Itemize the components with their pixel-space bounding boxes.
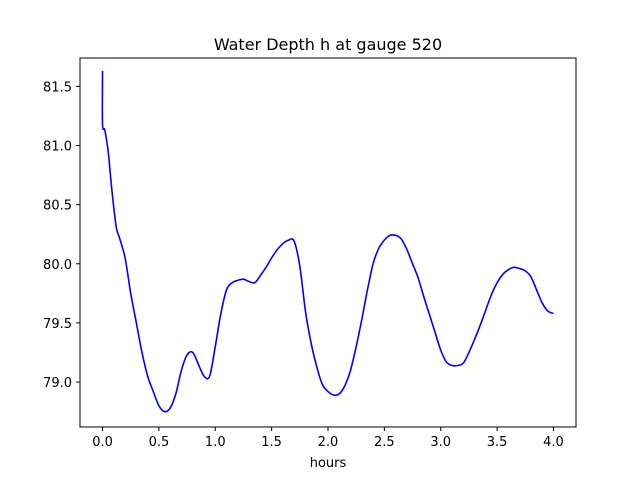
x-axis-label: hours bbox=[310, 456, 347, 471]
x-tick-label: 0.5 bbox=[149, 435, 170, 450]
y-tick-label: 79.0 bbox=[43, 376, 72, 391]
x-tick-label: 4.0 bbox=[543, 435, 564, 450]
x-tick-label: 3.0 bbox=[430, 435, 451, 450]
y-tick-label: 80.5 bbox=[43, 199, 72, 214]
series-layer bbox=[101, 71, 554, 413]
series-line bbox=[101, 71, 554, 413]
chart-title: Water Depth h at gauge 520 bbox=[214, 35, 442, 54]
x-tick-label: 3.5 bbox=[487, 435, 508, 450]
y-tick-label: 79.5 bbox=[43, 317, 72, 332]
y-tick-label: 81.5 bbox=[43, 80, 72, 95]
x-tick-label: 1.0 bbox=[205, 435, 226, 450]
plot-background bbox=[80, 58, 576, 427]
x-tick-label: 0.0 bbox=[92, 435, 113, 450]
y-tick-label: 81.0 bbox=[43, 140, 72, 155]
ticks-layer: 0.0 0.5 1.0 1.5 2.0 2.5 3.0 3.5 4.0 79.0 79.5 80.0 8… bbox=[43, 80, 564, 450]
x-tick-label: 2.0 bbox=[318, 435, 339, 450]
x-tick-label: 2.5 bbox=[374, 435, 395, 450]
y-tick-label: 80.0 bbox=[43, 258, 72, 273]
plot-frame bbox=[79, 57, 577, 428]
x-tick-label: 1.5 bbox=[261, 435, 282, 450]
